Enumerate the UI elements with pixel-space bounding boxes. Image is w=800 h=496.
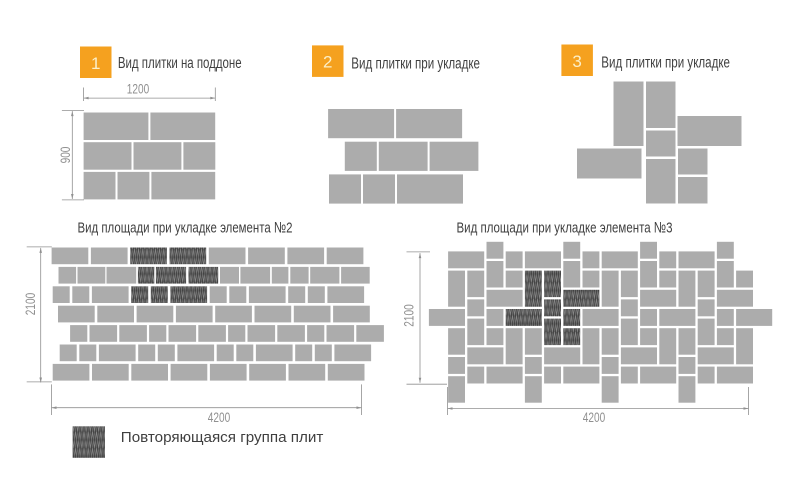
svg-text:2100: 2100	[23, 293, 38, 315]
svg-text:1: 1	[91, 54, 100, 73]
svg-text:Вид плитки на поддоне: Вид плитки на поддоне	[118, 55, 242, 72]
svg-text:Повторяющаяся группа плит: Повторяющаяся группа плит	[121, 429, 324, 446]
svg-text:1200: 1200	[127, 82, 149, 97]
svg-text:Вид плитки при укладке: Вид плитки при укладке	[601, 55, 730, 72]
svg-text:3: 3	[572, 52, 581, 71]
svg-text:4200: 4200	[583, 410, 605, 425]
svg-text:900: 900	[58, 147, 73, 164]
svg-text:2100: 2100	[402, 304, 417, 326]
svg-text:Вид площади при укладке элемен: Вид площади при укладке элемента №2	[78, 219, 293, 236]
svg-text:2: 2	[323, 53, 332, 72]
svg-text:Вид плитки при укладке: Вид плитки при укладке	[351, 55, 480, 72]
svg-text:4200: 4200	[208, 410, 230, 425]
svg-text:Вид площади при укладке элемен: Вид площади при укладке элемента №3	[457, 219, 673, 236]
